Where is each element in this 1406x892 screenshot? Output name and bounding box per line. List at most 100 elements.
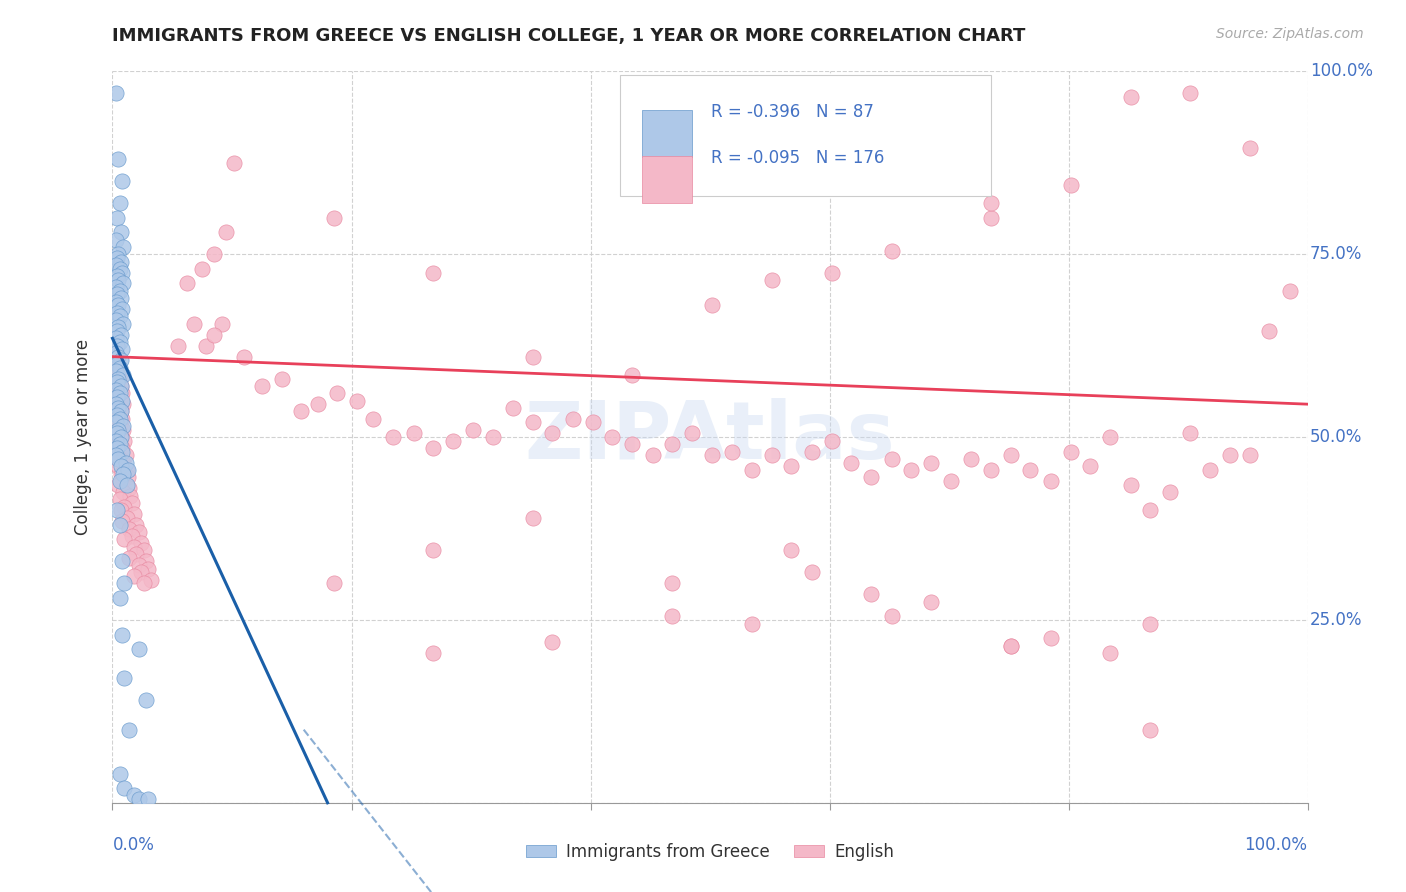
Point bbox=[880, 609, 903, 624]
Point bbox=[194, 338, 217, 352]
Point bbox=[105, 426, 128, 441]
Text: 100.0%: 100.0% bbox=[1310, 62, 1374, 80]
Point bbox=[115, 463, 138, 477]
Point bbox=[880, 244, 903, 258]
Point bbox=[110, 291, 132, 305]
Point bbox=[128, 642, 150, 657]
Point bbox=[1239, 449, 1261, 463]
Point bbox=[108, 310, 131, 324]
Point bbox=[522, 350, 544, 364]
Text: Source: ZipAtlas.com: Source: ZipAtlas.com bbox=[1216, 27, 1364, 41]
Point bbox=[112, 368, 135, 382]
Point bbox=[111, 343, 134, 357]
Point bbox=[880, 452, 903, 467]
Point bbox=[105, 441, 128, 455]
Point bbox=[1159, 485, 1181, 500]
Point bbox=[502, 401, 524, 415]
Point bbox=[1180, 87, 1202, 101]
Y-axis label: College, 1 year or more: College, 1 year or more bbox=[73, 339, 91, 535]
Point bbox=[463, 423, 485, 437]
Point bbox=[1060, 178, 1083, 192]
Point bbox=[118, 723, 141, 737]
Point bbox=[761, 273, 783, 287]
Point bbox=[110, 430, 132, 444]
Point bbox=[111, 444, 134, 458]
Point bbox=[105, 357, 128, 371]
Point bbox=[167, 338, 190, 352]
Text: 25.0%: 25.0% bbox=[1310, 611, 1362, 629]
Point bbox=[821, 434, 844, 448]
Point bbox=[741, 463, 763, 477]
Point bbox=[1180, 426, 1202, 441]
Point bbox=[541, 635, 564, 649]
Point bbox=[105, 426, 128, 441]
Point bbox=[1219, 449, 1241, 463]
Point bbox=[1139, 616, 1161, 631]
Point bbox=[1000, 449, 1022, 463]
Point bbox=[107, 350, 129, 364]
Point bbox=[108, 284, 131, 298]
Point bbox=[1099, 430, 1122, 444]
Point bbox=[107, 437, 129, 451]
Point bbox=[107, 383, 129, 397]
Point bbox=[114, 456, 136, 470]
Point bbox=[117, 470, 139, 484]
Point bbox=[114, 672, 135, 686]
Point bbox=[582, 416, 605, 430]
Point bbox=[107, 364, 129, 378]
Point bbox=[211, 317, 233, 331]
Point bbox=[112, 277, 135, 291]
Point bbox=[111, 554, 134, 568]
Text: ZIPAtlas: ZIPAtlas bbox=[524, 398, 896, 476]
Point bbox=[361, 412, 384, 426]
Text: IMMIGRANTS FROM GREECE VS ENGLISH COLLEGE, 1 YEAR OR MORE CORRELATION CHART: IMMIGRANTS FROM GREECE VS ENGLISH COLLEG… bbox=[112, 27, 1026, 45]
Point bbox=[108, 393, 131, 408]
Point bbox=[105, 294, 128, 309]
Point bbox=[681, 426, 703, 441]
Point bbox=[980, 196, 1002, 211]
Text: 0.0%: 0.0% bbox=[112, 836, 155, 854]
Point bbox=[111, 301, 134, 317]
Point bbox=[105, 338, 128, 352]
Point bbox=[112, 419, 135, 434]
Point bbox=[105, 434, 128, 448]
Point bbox=[402, 426, 425, 441]
Point bbox=[108, 452, 131, 467]
Point bbox=[105, 383, 128, 397]
Point bbox=[110, 379, 132, 393]
Point bbox=[1019, 463, 1042, 477]
Point bbox=[110, 225, 132, 239]
FancyBboxPatch shape bbox=[620, 75, 991, 195]
Point bbox=[129, 566, 152, 580]
Point bbox=[107, 416, 129, 430]
Point bbox=[105, 324, 128, 338]
Point bbox=[107, 401, 129, 415]
Point bbox=[107, 152, 129, 166]
Point bbox=[111, 627, 134, 641]
Point bbox=[135, 693, 157, 707]
Point bbox=[522, 510, 544, 524]
Point bbox=[121, 529, 143, 543]
Point bbox=[322, 576, 344, 591]
Point bbox=[108, 386, 131, 401]
Point bbox=[105, 346, 128, 360]
Point bbox=[118, 481, 141, 495]
Point bbox=[128, 792, 150, 806]
Point bbox=[1139, 723, 1161, 737]
Point bbox=[105, 390, 128, 404]
Point bbox=[135, 554, 157, 568]
Point bbox=[111, 266, 134, 280]
Point bbox=[561, 412, 583, 426]
Point bbox=[128, 558, 150, 573]
Point bbox=[1000, 639, 1022, 653]
Point bbox=[621, 437, 644, 451]
Point bbox=[105, 397, 128, 411]
Point bbox=[108, 474, 131, 488]
Point bbox=[1039, 474, 1062, 488]
Point bbox=[132, 576, 155, 591]
Point bbox=[105, 416, 128, 430]
Point bbox=[183, 317, 205, 331]
Point bbox=[541, 426, 564, 441]
Point bbox=[111, 441, 134, 455]
Point bbox=[108, 196, 131, 211]
